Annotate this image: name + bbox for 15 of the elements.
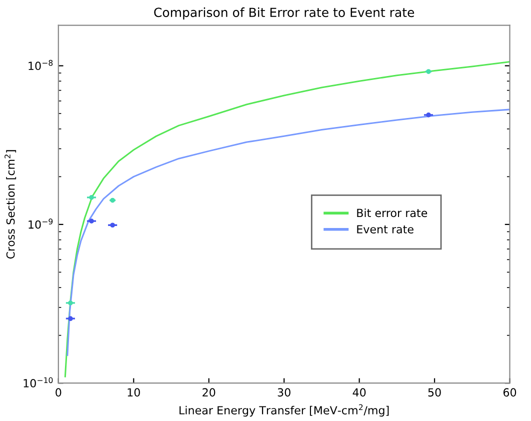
- x-tick-label: 10: [128, 388, 140, 397]
- chart-title: Comparison of Bit Error rate to Event rate: [154, 7, 414, 20]
- x-tick-label: 40: [352, 388, 366, 397]
- legend-label: Bit error rate: [357, 208, 428, 218]
- y-tick-label: 10$^{−9}$: [28, 218, 53, 229]
- x-tick-label: 0: [56, 388, 62, 397]
- x-axis-title: Linear Energy Transfer [MeV-cm$^{2}$/mg]: [180, 404, 389, 417]
- x-tick-label: 50: [428, 388, 441, 397]
- y-axis-title: Cross Section [cm$^{2}$]: [4, 150, 16, 259]
- x-tick-label: 30: [278, 388, 290, 397]
- x-tick-label: 20: [202, 388, 216, 397]
- y-tick-label: 10$^{−10}$: [24, 377, 53, 388]
- x-tick-label: 60: [503, 388, 516, 397]
- legend-label: Event rate: [357, 225, 414, 234]
- y-tick-label: 10$^{−8}$: [28, 60, 53, 70]
